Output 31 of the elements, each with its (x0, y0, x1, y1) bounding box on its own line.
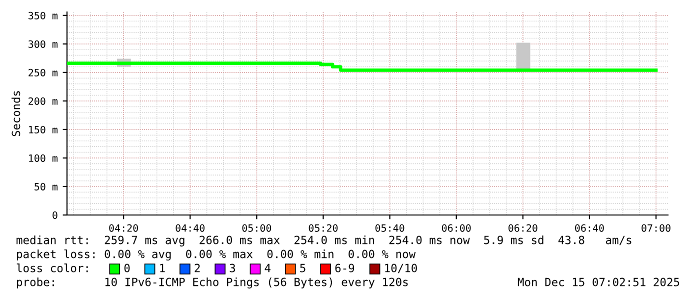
legend-label: 3 (230, 264, 236, 272)
x-tick-label: 06:20 (508, 224, 538, 232)
legend-label: 6-9 (335, 264, 354, 272)
text: Mon Dec 15 07:02:51 2025 (518, 278, 680, 286)
legend-label: 4 (264, 264, 270, 272)
legend-label: 1 (160, 264, 165, 272)
x-tick-label: 06:40 (575, 224, 604, 232)
text: packet loss: 0.00 % avg 0.00 % max 0.00 % min 0.00 % now (17, 249, 416, 261)
legend-title: loss color: (16, 264, 88, 272)
legend-label: 2 (194, 264, 200, 272)
y-tick-label: 300 m (28, 40, 58, 48)
y-tick-label: 150 m (29, 126, 58, 134)
x-tick-label: 05:40 (375, 224, 404, 232)
y-tick-label: 100 m (29, 154, 58, 162)
legend-label: 5 (300, 264, 306, 272)
y-tick-label: 350 m (28, 12, 58, 20)
y-tick-label: 200 m (28, 97, 58, 105)
legend-label: 0 (124, 264, 130, 272)
x-tick-label: 04:20 (109, 224, 138, 232)
text: median rtt: 259.7 ms avg 266.0 ms max 254.0 ms min 254.0 ms now 5.9 ms sd 43.8 am/s (16, 236, 632, 246)
y-tick-label: 50 m (34, 182, 58, 190)
text: probe: 10 IPv6-ICMP Echo Pings (56 Bytes) every 120s (17, 278, 408, 288)
y-tick-label: 0 (52, 211, 58, 219)
x-tick-label: 07:00 (642, 224, 670, 232)
x-tick-label: 06:00 (442, 224, 471, 232)
x-tick-label: 04:40 (176, 224, 205, 232)
x-tick-label: 05:00 (242, 224, 272, 232)
x-tick-label: 05:20 (308, 224, 338, 232)
y-axis-title: Seconds (12, 91, 20, 136)
y-tick-label: 250 m (28, 68, 58, 76)
legend-label: 10/10 (385, 264, 417, 274)
